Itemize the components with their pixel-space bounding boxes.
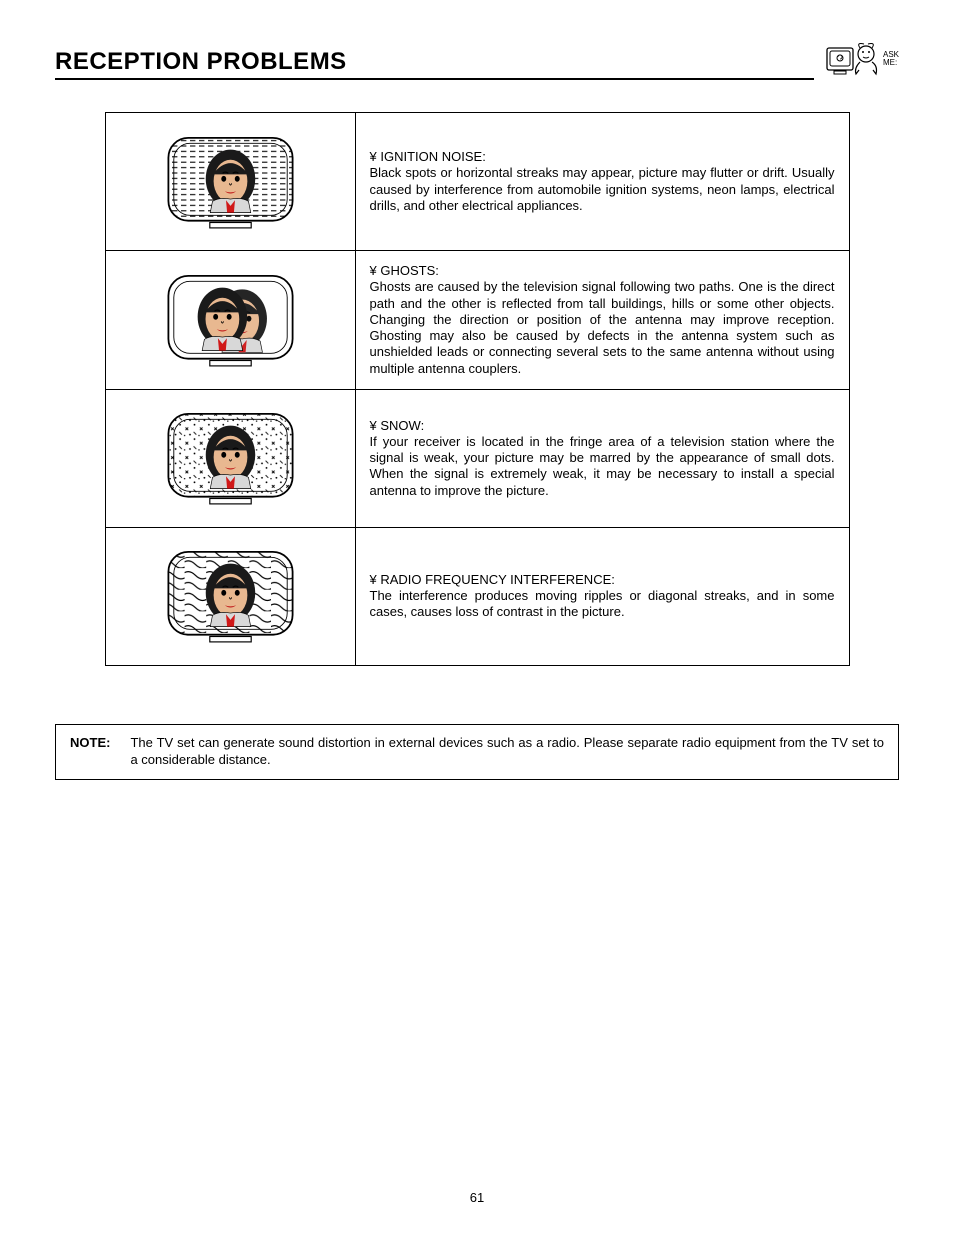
table-row: ¥ IGNITION NOISE: Black spots or horizon… [105,113,849,251]
illustration-ghosts [105,251,355,390]
problem-title: GHOSTS: [380,263,439,278]
note-label: NOTE: [70,735,110,769]
illustration-ignition-noise [105,113,355,251]
bullet: ¥ [370,418,377,433]
ask-me-icon: ASK ME: [814,40,899,84]
problem-body: Black spots or horizontal streaks may ap… [370,165,835,213]
page-number: 61 [0,1190,954,1205]
problem-body: The interference produces moving ripples… [370,588,835,619]
problem-text: ¥ RADIO FREQUENCY INTERFERENCE: The inte… [355,527,849,665]
illustration-rf-interference [105,527,355,665]
ask-me-label: ASK ME: [883,51,899,67]
problem-title: IGNITION NOISE: [380,149,485,164]
problems-table: ¥ IGNITION NOISE: Black spots or horizon… [105,112,850,666]
table-row: ¥ RADIO FREQUENCY INTERFERENCE: The inte… [105,527,849,665]
note-box: NOTE: The TV set can generate sound dist… [55,724,899,780]
page-title: RECEPTION PROBLEMS [55,48,814,80]
problem-text: ¥ IGNITION NOISE: Black spots or horizon… [355,113,849,251]
problem-body: Ghosts are caused by the television sign… [370,279,835,375]
bullet: ¥ [370,149,377,164]
problem-title: SNOW: [380,418,424,433]
bullet: ¥ [370,572,377,587]
illustration-snow [105,389,355,527]
problem-text: ¥ SNOW: If your receiver is located in t… [355,389,849,527]
bullet: ¥ [370,263,377,278]
table-row: ¥ SNOW: If your receiver is located in t… [105,389,849,527]
problem-title: RADIO FREQUENCY INTERFERENCE: [380,572,615,587]
table-row: ¥ GHOSTS: Ghosts are caused by the telev… [105,251,849,390]
problem-text: ¥ GHOSTS: Ghosts are caused by the telev… [355,251,849,390]
note-body: The TV set can generate sound distortion… [130,735,884,769]
problem-body: If your receiver is located in the fring… [370,434,835,498]
